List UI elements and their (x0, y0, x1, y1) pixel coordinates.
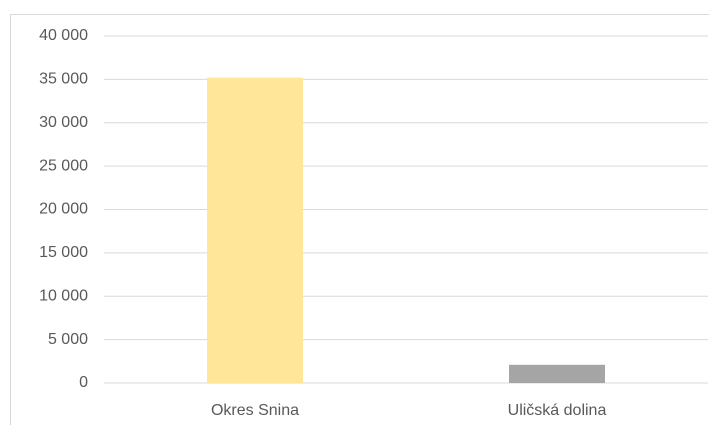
y-tick-label: 10 000 (39, 287, 88, 304)
bar (509, 364, 605, 383)
y-tick-label: 40 000 (39, 27, 88, 44)
y-tick-label: 5 000 (48, 331, 88, 348)
y-tick-label: 30 000 (39, 114, 88, 131)
bar (207, 77, 303, 383)
chart-frame (10, 14, 709, 425)
y-tick-label: 15 000 (39, 244, 88, 261)
y-tick-label: 25 000 (39, 157, 88, 174)
y-tick-label: 20 000 (39, 201, 88, 218)
x-tick-label: Okres Snina (211, 402, 299, 419)
y-tick-label: 35 000 (39, 71, 88, 88)
y-tick-label: 0 (79, 374, 88, 391)
x-tick-label: Uličská dolina (508, 402, 607, 419)
